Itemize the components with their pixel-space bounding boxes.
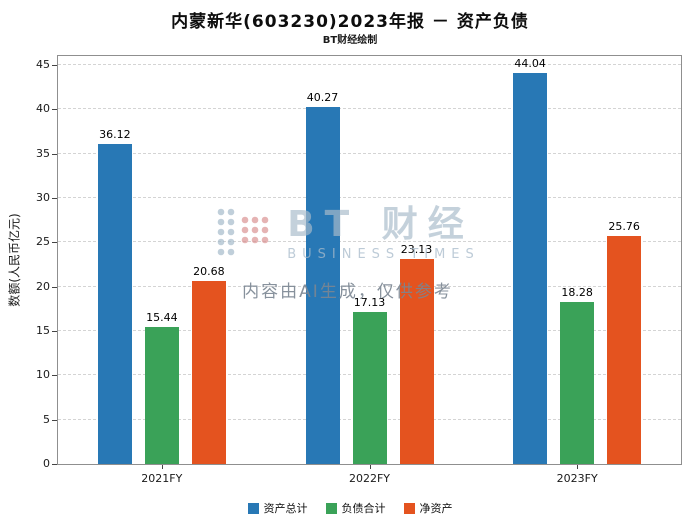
bar-value-label: 18.28	[561, 285, 593, 299]
gridline	[58, 108, 681, 110]
y-tick-mark	[52, 286, 57, 288]
y-tick-label: 5	[43, 412, 50, 426]
gridline	[58, 285, 681, 287]
chart-subtitle: BT财经绘制	[322, 35, 378, 46]
y-tick-mark	[52, 464, 57, 465]
legend-label: 净资产	[419, 502, 453, 515]
x-tick-label: 2023FY	[556, 472, 598, 485]
legend-label: 资产总计	[263, 502, 308, 515]
y-tick-mark	[52, 64, 57, 66]
bar	[305, 106, 340, 464]
legend: 资产总计 负债合计 净资产	[0, 500, 700, 516]
plot-area: BT 财经 BUSINESS TIMES 内容由AI生成，仅供参考 36.12 1…	[57, 55, 682, 465]
bar	[97, 143, 132, 464]
legend-item: 负债合计	[325, 500, 386, 516]
bt-logo-icon	[217, 208, 269, 256]
bar	[144, 327, 179, 464]
bar-value-label: 44.04	[514, 57, 546, 71]
y-tick-label: 35	[36, 146, 50, 160]
gridline	[58, 63, 681, 65]
x-tick-label: 2021FY	[141, 472, 183, 485]
y-tick-mark	[52, 330, 57, 332]
y-tick-mark	[52, 153, 57, 155]
bar-value-label: 23.13	[400, 242, 433, 256]
bar-value-label: 25.76	[608, 219, 640, 233]
bar	[191, 280, 226, 464]
legend-swatch	[247, 502, 259, 514]
legend-swatch	[325, 502, 337, 514]
y-tick-label: 45	[36, 57, 50, 71]
gridline	[58, 241, 681, 243]
y-tick-label: 25	[36, 235, 50, 249]
y-tick-mark	[52, 242, 57, 244]
chart-title: 内蒙新华(603230)2023年报 － 资产负债	[171, 12, 529, 32]
x-tick-label: 2022FY	[348, 472, 391, 485]
bar	[399, 258, 434, 464]
bar-value-label: 15.44	[146, 311, 178, 325]
y-tick-label: 30	[36, 190, 50, 204]
bar	[560, 301, 595, 464]
y-tick-mark	[52, 375, 57, 377]
y-tick-label: 0	[43, 457, 50, 470]
x-tick-mark	[161, 465, 163, 469]
bar	[607, 235, 642, 464]
legend-swatch	[403, 502, 415, 514]
bar	[352, 312, 387, 464]
y-tick-label: 10	[36, 368, 50, 382]
y-tick-mark	[52, 419, 57, 421]
y-tick-label: 15	[36, 323, 50, 337]
watermark-logo-row: BT 财经 BUSINESS TIMES	[215, 206, 480, 262]
bar-value-label: 36.12	[99, 127, 131, 141]
bar	[513, 73, 548, 464]
legend-item: 净资产	[403, 500, 453, 516]
bar-value-label: 17.13	[353, 296, 386, 310]
x-tick-mark	[369, 465, 371, 469]
gridline	[58, 152, 681, 154]
bar-value-label: 40.27	[306, 90, 339, 104]
legend-item: 资产总计	[247, 500, 308, 516]
y-tick-mark	[52, 197, 57, 199]
gridline	[58, 196, 681, 198]
x-tick-mark	[577, 465, 579, 469]
y-tick-label: 40	[36, 102, 50, 116]
legend-label: 负债合计	[341, 502, 386, 515]
y-tick-label: 20	[36, 279, 50, 293]
y-tick-mark	[52, 109, 57, 111]
bar-value-label: 20.68	[193, 264, 225, 278]
